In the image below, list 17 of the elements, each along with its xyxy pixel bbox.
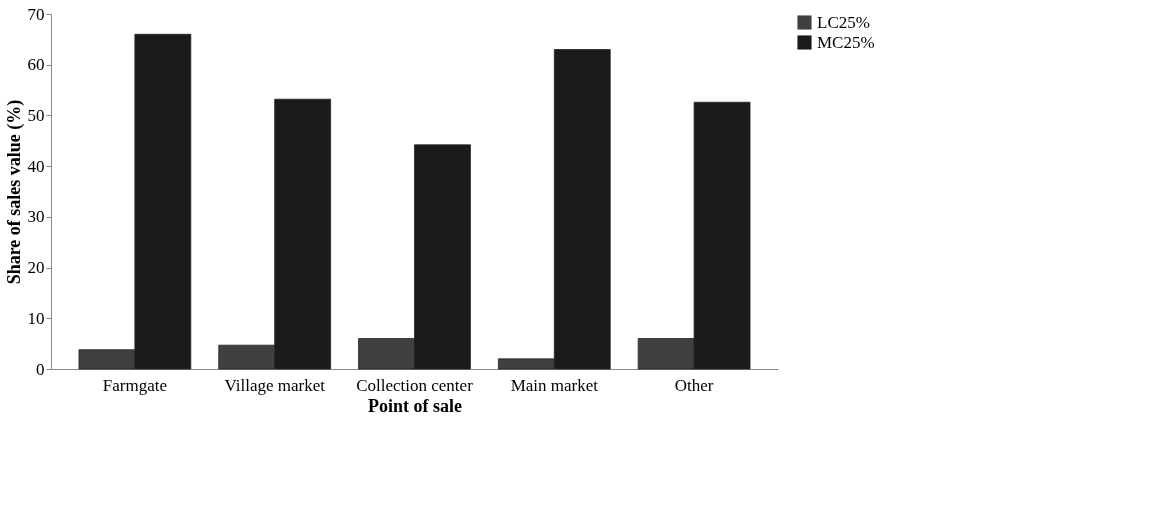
legend-label: LC25% xyxy=(817,12,870,32)
y-tick-label: 0 xyxy=(36,359,45,379)
x-tick-label: Other xyxy=(674,375,714,395)
y-tick-label: 20 xyxy=(27,258,45,278)
y-tick-label: 60 xyxy=(27,55,45,75)
y-tick-label: 70 xyxy=(27,4,45,24)
y-tick-label: 40 xyxy=(27,156,45,176)
x-tick-label: Main market xyxy=(510,375,599,395)
x-axis-title: Point of sale xyxy=(368,395,462,416)
x-tick-label: Collection center xyxy=(356,375,474,395)
x-tick-label: Farmgate xyxy=(102,375,167,395)
legend-label: MC25% xyxy=(817,32,875,52)
y-tick-label: 30 xyxy=(27,207,45,227)
x-tick-label: Village market xyxy=(224,375,326,395)
y-tick-label: 50 xyxy=(27,105,45,125)
y-axis-title: Share of sales value (%) xyxy=(3,99,25,285)
y-tick-label: 10 xyxy=(27,308,45,328)
